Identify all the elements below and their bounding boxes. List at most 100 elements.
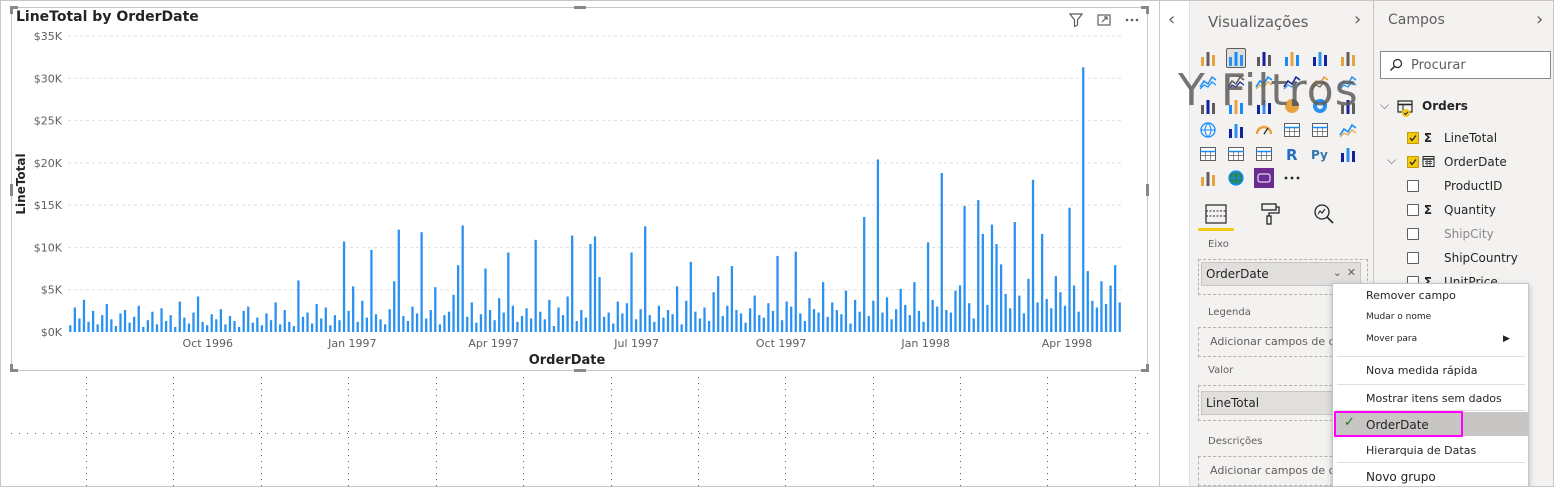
waterfall-icon[interactable] (1198, 96, 1218, 116)
chart-bar[interactable] (101, 315, 104, 332)
chart-bar[interactable] (872, 300, 875, 332)
resize-handle-tl[interactable] (10, 6, 18, 9)
resize-handle-tl-v[interactable] (10, 6, 13, 14)
chart-bar[interactable] (803, 321, 807, 332)
chart-bar[interactable] (383, 324, 387, 332)
chart-bar[interactable] (539, 311, 542, 332)
chart-bar[interactable] (470, 302, 473, 332)
chart-bar[interactable] (1045, 299, 1048, 332)
chart-bar[interactable] (96, 324, 99, 332)
chart-bar[interactable] (215, 319, 218, 332)
chart-bar[interactable] (69, 325, 72, 332)
field-checkbox[interactable] (1407, 132, 1419, 144)
chart-bar[interactable] (1018, 295, 1021, 332)
chart-bar[interactable] (908, 315, 911, 332)
chart-bar[interactable] (498, 298, 501, 332)
chart-bar[interactable] (1063, 305, 1067, 332)
chart-bar[interactable] (520, 315, 524, 332)
chart-bar[interactable] (758, 315, 761, 332)
chart-bar[interactable] (936, 306, 939, 332)
chart-bar[interactable] (694, 311, 697, 332)
chart-bar[interactable] (602, 316, 606, 332)
chart-bar[interactable] (1114, 265, 1117, 332)
chart-bar[interactable] (589, 244, 592, 332)
menu-item-orderdate[interactable]: OrderDate (1366, 418, 1429, 432)
resize-handle-br[interactable] (1141, 369, 1149, 372)
field-orderdate[interactable]: ⌵ OrderDate (1374, 151, 1553, 173)
field-checkbox[interactable] (1407, 156, 1419, 168)
map-icon[interactable] (1198, 120, 1218, 140)
field-checkbox[interactable] (1407, 228, 1419, 240)
chart-bar[interactable] (621, 313, 624, 332)
stacked-bar-icon[interactable] (1198, 48, 1218, 68)
gauge-icon[interactable] (1254, 120, 1274, 140)
menu-item-quick-measure[interactable]: Nova medida rápida (1366, 364, 1478, 377)
chart-bar[interactable] (406, 321, 410, 332)
menu-item-remove-field[interactable]: Remover campo (1366, 289, 1456, 302)
chart-bar[interactable] (137, 305, 140, 332)
field-shipcountry[interactable]: ShipCountry (1374, 247, 1553, 269)
chart-bar[interactable] (881, 312, 884, 332)
chart-bar[interactable] (164, 321, 168, 332)
chart-bar[interactable] (575, 321, 578, 332)
arcgis-icon[interactable] (1226, 168, 1246, 188)
chart-bar[interactable] (434, 287, 437, 332)
chevron-right-icon[interactable]: › (1536, 9, 1544, 30)
chart-bar[interactable] (265, 313, 268, 332)
chart-bar[interactable] (561, 315, 565, 332)
chart-bar[interactable] (981, 233, 984, 332)
area-chart-icon[interactable] (1226, 72, 1246, 92)
chart-bar[interactable] (853, 299, 857, 332)
field-checkbox[interactable] (1407, 252, 1419, 264)
chart-bar[interactable] (835, 310, 838, 332)
resize-handle-tr-v[interactable] (1146, 6, 1149, 14)
chart-bar[interactable] (502, 312, 505, 332)
chart-bar[interactable] (639, 309, 642, 332)
slicer-icon[interactable] (1198, 144, 1218, 164)
chart-bar[interactable] (475, 322, 478, 332)
chart-bar[interactable] (543, 319, 546, 332)
chart-bar[interactable] (644, 226, 647, 332)
table-orders[interactable]: ⌵ Orders (1374, 96, 1553, 118)
chart-bar[interactable] (685, 300, 688, 332)
chart-bar[interactable] (87, 321, 90, 332)
field-checkbox[interactable] (1407, 204, 1419, 216)
multi-row-card-icon[interactable] (1310, 120, 1330, 140)
chart-bar[interactable] (666, 310, 670, 332)
chart-bar[interactable] (534, 239, 537, 332)
field-shipcity[interactable]: ShipCity (1374, 223, 1553, 245)
chart-bar[interactable] (315, 304, 318, 332)
chart-bar[interactable] (917, 310, 921, 332)
menu-item-move-to[interactable]: Mover para (1366, 334, 1418, 344)
field-productid[interactable]: ProductID (1374, 175, 1553, 197)
chart-bar[interactable] (105, 304, 108, 332)
chart-bar[interactable] (1004, 293, 1007, 332)
chevron-down-icon[interactable]: ⌄ (1332, 266, 1342, 279)
more-options-icon[interactable] (1121, 11, 1143, 29)
chart-bar[interactable] (566, 296, 569, 332)
chart-bar[interactable] (1072, 285, 1076, 332)
chart-bar[interactable] (653, 321, 656, 332)
chart-bar[interactable] (698, 318, 702, 332)
resize-handle-bl[interactable] (10, 369, 18, 372)
field-quantity[interactable]: Σ Quantity (1374, 199, 1553, 221)
chart-bar[interactable] (219, 309, 222, 332)
chart-bar[interactable] (717, 276, 720, 332)
clustered-column-icon[interactable] (1282, 48, 1302, 68)
clustered-bar-icon[interactable] (1254, 48, 1274, 68)
chart-bar[interactable] (133, 316, 136, 332)
chart-bar[interactable] (867, 315, 870, 332)
chart-bar[interactable] (634, 319, 638, 332)
chart-bar[interactable] (748, 308, 752, 332)
chart-bar[interactable] (507, 252, 510, 333)
chart-bar[interactable] (324, 307, 327, 332)
chart-bar[interactable] (790, 306, 793, 332)
chart-bar[interactable] (301, 316, 305, 332)
chart-bar[interactable] (484, 268, 487, 332)
chart-bar[interactable] (110, 319, 113, 332)
chart-bar[interactable] (320, 318, 323, 332)
chevron-left-icon[interactable]: ‹ (1168, 9, 1176, 30)
report-canvas[interactable]: LineTotal by OrderDate $0K $5K $10K $15K $20… (1, 1, 1159, 486)
chart-bar[interactable] (242, 310, 245, 332)
chart-bar[interactable] (511, 305, 515, 332)
